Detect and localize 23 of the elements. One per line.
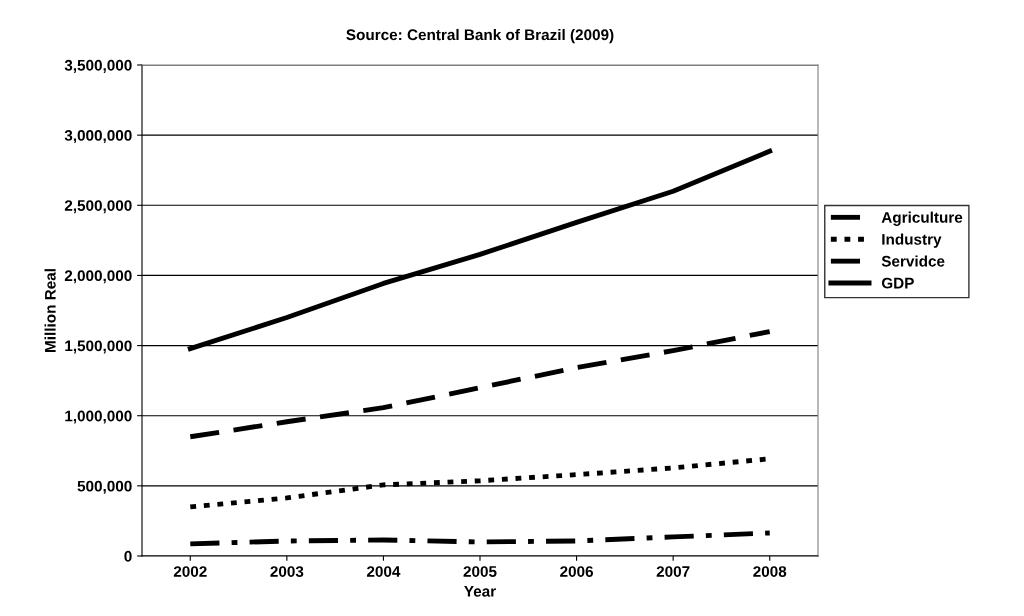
y-tick-label: 1,500,000 <box>65 340 132 354</box>
y-tick-label: 3,000,000 <box>64 130 132 144</box>
y-tick-label: 2,000,000 <box>64 270 132 284</box>
x-tick-label: 2006 <box>560 566 594 577</box>
y-tick-label: 1,000,000 <box>65 410 132 424</box>
y-axis-title: Million Real <box>44 269 56 352</box>
x-tick-label: 2003 <box>270 566 304 577</box>
y-tick-label: 3,500,000 <box>64 59 132 73</box>
chart-title: Source: Central Bank of Brazil (2009) <box>346 28 614 44</box>
legend-label: Agriculture <box>881 211 963 226</box>
y-tick-label: 500,000 <box>77 480 132 494</box>
x-tick-label: 2002 <box>173 566 207 577</box>
x-tick-label: 2007 <box>656 566 690 577</box>
line-series <box>187 530 773 547</box>
y-tick-label: 0 <box>124 550 132 562</box>
legend-label: Servidce <box>881 255 945 267</box>
legend-label: Industry <box>882 233 942 248</box>
x-tick-label: 2008 <box>753 566 787 577</box>
legend-label: GDP <box>881 277 914 289</box>
y-tick-label: 2,500,000 <box>64 200 132 214</box>
x-tick-label: 2004 <box>366 566 401 577</box>
x-axis-title: Year <box>464 586 496 597</box>
x-tick-label: 2005 <box>463 566 497 577</box>
